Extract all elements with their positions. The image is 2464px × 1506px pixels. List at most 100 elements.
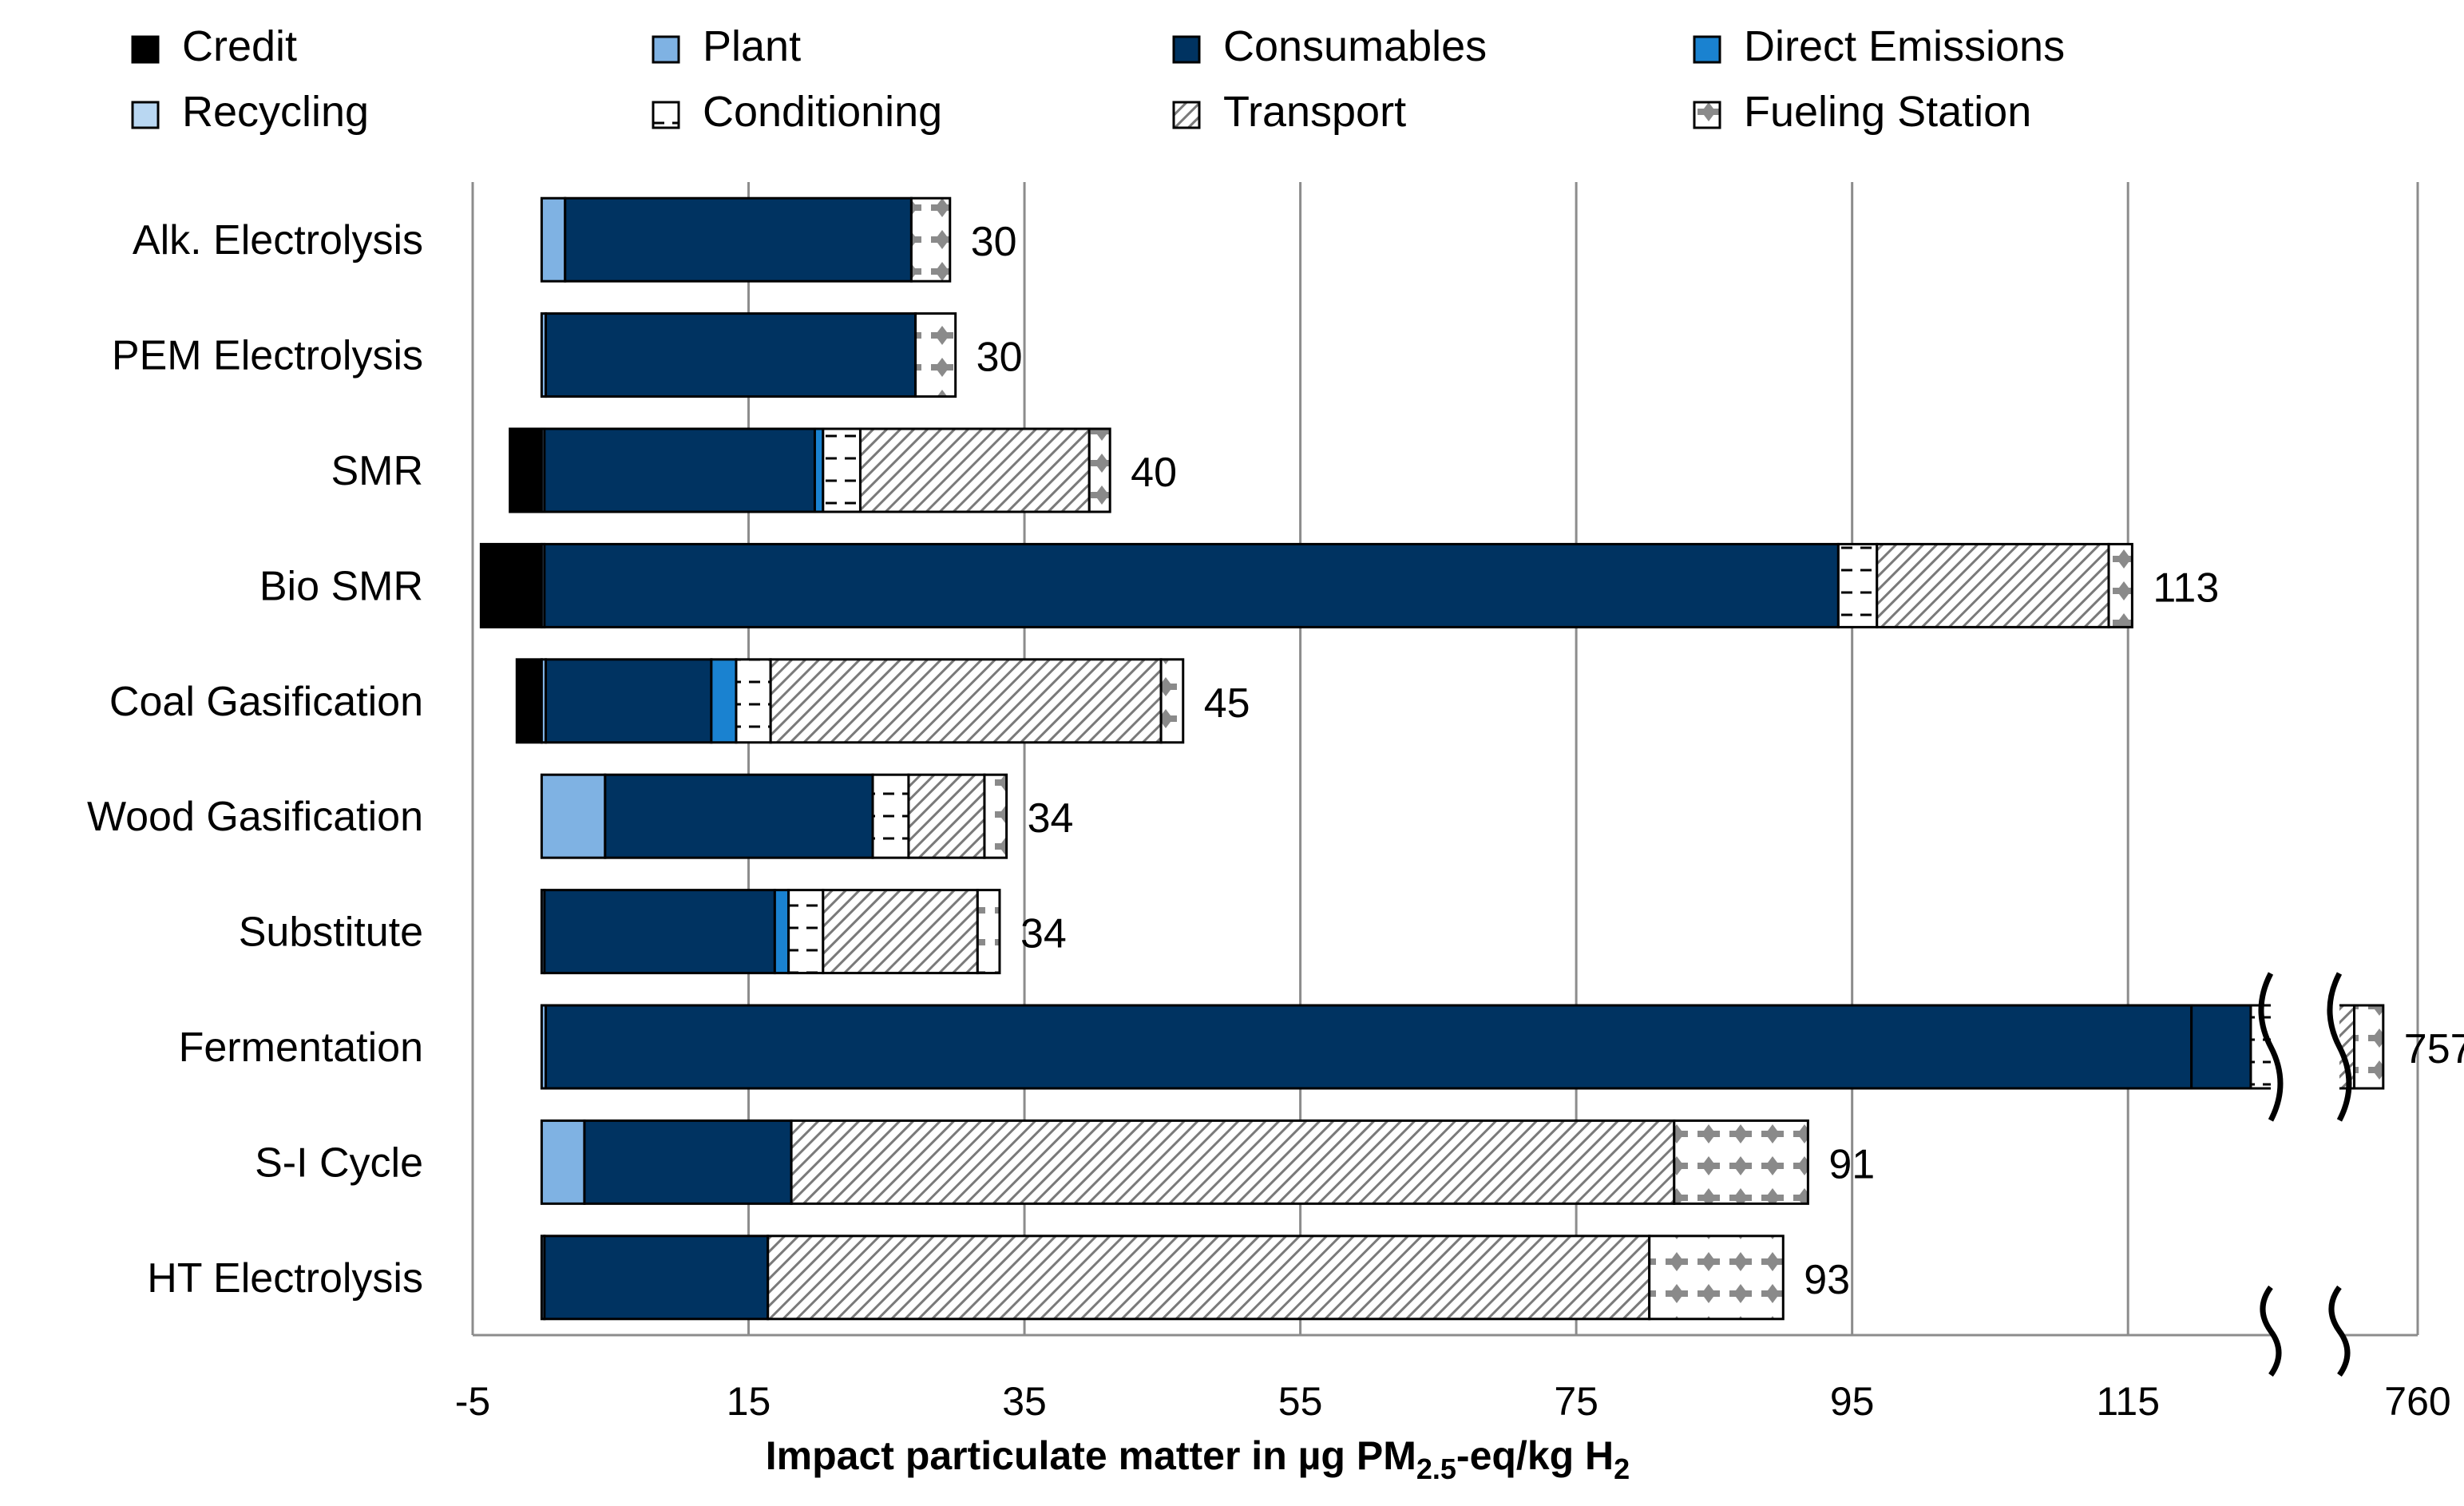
bar-segment-fueling-station <box>1648 1235 1785 1321</box>
bar-segment-credit <box>479 542 543 628</box>
legend-swatch <box>1172 35 1201 64</box>
axis-break-mark <box>2258 972 2284 1122</box>
bar-segment-direct-emissions <box>710 658 738 744</box>
legend-item-transport: Transport <box>1172 88 1406 136</box>
legend-label: Plant <box>703 22 801 70</box>
axis-break-mark <box>2327 972 2352 1122</box>
bar-segment-conditioning <box>871 773 910 859</box>
data-label: 34 <box>1020 911 1067 957</box>
bar-segment-fueling-station <box>914 312 957 398</box>
data-label: 113 <box>2153 565 2219 611</box>
legend-swatch <box>1693 35 1721 64</box>
legend: Credit Plant Consumables Direct Emissions Re… <box>131 22 2065 136</box>
bar-segment-credit <box>509 427 543 513</box>
axis-break-mark <box>2260 1285 2282 1377</box>
category-label: Coal Gasification <box>109 679 423 725</box>
bar-segment-fueling-station <box>2353 1004 2385 1090</box>
bar-segment-consumables <box>543 889 776 975</box>
data-label: 93 <box>1804 1257 1850 1303</box>
legend-swatch <box>1693 101 1721 129</box>
legend-item-direct-emissions: Direct Emissions <box>1693 22 2065 70</box>
category-label: Alk. Electrolysis <box>133 217 423 264</box>
legend-item-plant: Plant <box>652 22 801 70</box>
bar-segment-direct-emissions <box>813 427 825 513</box>
bar-segment-fueling-station <box>983 773 1008 859</box>
bar-segment-plant <box>540 196 567 283</box>
category-label: Fermentation <box>179 1024 423 1071</box>
legend-label: Transport <box>1223 88 1406 136</box>
x-tick-label: 95 <box>1830 1379 1875 1424</box>
bar-segment-plant <box>540 1119 586 1205</box>
bar-segment-transport <box>767 1235 1651 1321</box>
data-label: 45 <box>1204 680 1250 727</box>
x-axis: -5 15 35 55 75 95 115 760 <box>455 1379 2451 1424</box>
y-axis: Alk. Electrolysis PEM Electrolysis SMR Bio … <box>87 182 2418 1377</box>
bar-segment-direct-emissions <box>773 889 790 975</box>
legend-label: Conditioning <box>703 88 942 136</box>
category-label: Bio SMR <box>259 563 423 609</box>
x-tick-label: 760 <box>2384 1379 2450 1424</box>
bar-segment-fueling-station <box>976 889 1001 975</box>
legend-item-consumables: Consumables <box>1172 22 1487 70</box>
bar-segment-fueling-station <box>1673 1119 1809 1205</box>
bar-segment-consumables <box>543 542 1840 628</box>
axis-break-gap <box>2270 973 2339 1120</box>
bar-segment-conditioning <box>735 658 772 744</box>
data-label: 91 <box>1828 1141 1875 1187</box>
data-label: 30 <box>971 219 1017 265</box>
category-label: PEM Electrolysis <box>112 333 423 379</box>
bar-segment-consumables <box>564 196 913 283</box>
bar-segment-transport <box>769 658 1163 744</box>
x-tick-label: 115 <box>2096 1379 2160 1424</box>
bar-segment-consumables <box>543 427 816 513</box>
legend-item-credit: Credit <box>131 22 297 70</box>
x-axis-title: Impact particulate matter in µg PM2.5-eq… <box>766 1433 1630 1485</box>
bar-segment-fueling-station <box>2107 542 2133 628</box>
bar-segment-credit <box>515 658 543 744</box>
axis-break-mark <box>2328 1285 2351 1377</box>
category-label: Wood Gasification <box>87 794 423 840</box>
legend-label: Recycling <box>182 88 369 136</box>
data-label: 34 <box>1028 795 1074 842</box>
bar-segment-conditioning <box>787 889 825 975</box>
bar-segment-consumables <box>2190 1004 2252 1090</box>
legend-item-recycling: Recycling <box>131 88 369 136</box>
axis-break-gap <box>2270 1287 2339 1375</box>
x-tick-label: -5 <box>455 1379 490 1424</box>
bar-segment-fueling-station <box>1159 658 1185 744</box>
category-label: HT Electrolysis <box>147 1255 423 1302</box>
category-label: S-I Cycle <box>255 1139 423 1186</box>
category-label: Substitute <box>239 910 423 956</box>
legend-item-fueling-station: Fueling Station <box>1693 88 2031 136</box>
bar-segment-fueling-station <box>1087 427 1111 513</box>
legend-item-conditioning: Conditioning <box>652 88 942 136</box>
legend-label: Fueling Station <box>1744 88 2031 136</box>
bar-segment-plant <box>540 773 607 859</box>
bar-segment-consumables <box>545 658 713 744</box>
x-tick-label: 15 <box>727 1379 771 1424</box>
x-tick-label: 75 <box>1554 1379 1598 1424</box>
bar-segment-transport <box>822 889 979 975</box>
data-label: 30 <box>976 335 1023 381</box>
legend-swatch <box>131 101 160 129</box>
legend-swatch <box>131 35 160 64</box>
bar-segment-consumables <box>583 1119 793 1205</box>
bar-segment-conditioning <box>1836 542 1879 628</box>
data-label: 40 <box>1131 450 1177 496</box>
category-label: SMR <box>331 448 423 494</box>
bar-segment-fueling-station <box>909 196 952 283</box>
bar-segment-transport <box>790 1119 1676 1205</box>
bar-segment-transport <box>858 427 1091 513</box>
bar-segment-transport <box>907 773 986 859</box>
x-tick-label: 55 <box>1278 1379 1323 1424</box>
x-tick-label: 35 <box>1002 1379 1047 1424</box>
bars: 30 30 40 113 45 34 34 757 91 93 <box>479 196 2464 1321</box>
legend-swatch <box>652 101 680 129</box>
legend-label: Consumables <box>1223 22 1487 70</box>
bar-segment-consumables <box>545 312 917 398</box>
bar-segment-consumables <box>543 1235 770 1321</box>
bar-segment-consumables <box>604 773 874 859</box>
bar-segment-consumables <box>545 1004 2193 1090</box>
legend-label: Direct Emissions <box>1744 22 2065 70</box>
